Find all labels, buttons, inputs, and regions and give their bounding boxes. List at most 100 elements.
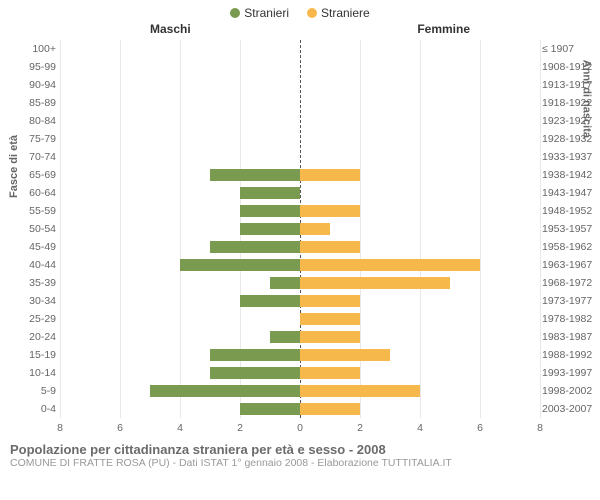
bar-female [300,169,360,181]
age-label: 20-24 [10,331,56,343]
legend-label-female: Straniere [321,6,370,20]
bar-area [60,168,540,182]
bar-area [60,366,540,380]
chart-footer: Popolazione per cittadinanza straniera p… [0,436,600,469]
chart-row: 90-941913-1917 [60,76,540,94]
chart-row: 50-541953-1957 [60,220,540,238]
birth-year-label: 1968-1972 [542,277,598,289]
x-tick-label: 4 [417,422,423,434]
age-label: 50-54 [10,223,56,235]
bar-female [300,205,360,217]
x-tick-label: 6 [477,422,483,434]
chart-row: 45-491958-1962 [60,238,540,256]
bar-area [60,384,540,398]
age-label: 80-84 [10,115,56,127]
legend-label-male: Stranieri [244,6,289,20]
birth-year-label: 1988-1992 [542,349,598,361]
bar-area [60,132,540,146]
bar-area [60,276,540,290]
x-tick-label: 2 [237,422,243,434]
bar-area [60,330,540,344]
bar-area [60,42,540,56]
birth-year-label: 1983-1987 [542,331,598,343]
bar-male [270,331,300,343]
x-axis: 864202468 [60,422,540,436]
chart-row: 95-991908-1912 [60,58,540,76]
birth-year-label: 1963-1967 [542,259,598,271]
footer-title: Popolazione per cittadinanza straniera p… [10,442,590,457]
age-label: 95-99 [10,61,56,73]
x-tick-label: 4 [177,422,183,434]
bar-female [300,241,360,253]
bar-female [300,367,360,379]
bar-female [300,349,390,361]
age-label: 85-89 [10,97,56,109]
header-female: Femmine [417,22,470,36]
chart-row: 40-441963-1967 [60,256,540,274]
birth-year-label: 1978-1982 [542,313,598,325]
y-axis-title-right: Anni di nascita [580,60,592,138]
bar-female [300,385,420,397]
bar-male [240,205,300,217]
chart-row: 85-891918-1922 [60,94,540,112]
x-tick-label: 6 [117,422,123,434]
x-tick-label: 8 [537,422,543,434]
birth-year-label: 1993-1997 [542,367,598,379]
chart-row: 60-641943-1947 [60,184,540,202]
birth-year-label: 1933-1937 [542,151,598,163]
bar-area [60,150,540,164]
bar-male [210,349,300,361]
chart-row: 75-791928-1932 [60,130,540,148]
footer-subtitle: COMUNE DI FRATTE ROSA (PU) - Dati ISTAT … [10,457,590,469]
age-label: 90-94 [10,79,56,91]
age-label: 0-4 [10,403,56,415]
header-male: Maschi [150,22,191,36]
age-label: 45-49 [10,241,56,253]
bar-female [300,403,360,415]
bar-area [60,402,540,416]
age-label: 30-34 [10,295,56,307]
age-label: 5-9 [10,385,56,397]
x-tick-label: 8 [57,422,63,434]
bar-area [60,294,540,308]
chart-row: 0-42003-2007 [60,400,540,418]
chart-row: 55-591948-1952 [60,202,540,220]
bar-area [60,114,540,128]
bar-female [300,259,480,271]
birth-year-label: 1943-1947 [542,187,598,199]
bar-area [60,78,540,92]
age-label: 100+ [10,43,56,55]
birth-year-label: 1938-1942 [542,169,598,181]
birth-year-label: 2003-2007 [542,403,598,415]
bar-area [60,96,540,110]
bar-area [60,348,540,362]
bar-area [60,312,540,326]
bar-male [240,295,300,307]
chart-row: 25-291978-1982 [60,310,540,328]
birth-year-label: 1958-1962 [542,241,598,253]
chart-row: 10-141993-1997 [60,364,540,382]
chart-row: 80-841923-1927 [60,112,540,130]
chart-row: 100+≤ 1907 [60,40,540,58]
bar-female [300,223,330,235]
pyramid-chart: 100+≤ 190795-991908-191290-941913-191785… [60,40,540,418]
bar-male [150,385,300,397]
bar-female [300,331,360,343]
legend-item-female: Straniere [307,6,370,20]
legend: Stranieri Straniere [0,0,600,22]
chart-row: 65-691938-1942 [60,166,540,184]
bar-area [60,204,540,218]
age-label: 40-44 [10,259,56,271]
bar-male [270,277,300,289]
bar-area [60,60,540,74]
age-label: 10-14 [10,367,56,379]
bar-area [60,240,540,254]
x-tick-label: 0 [297,422,303,434]
bar-male [240,187,300,199]
legend-item-male: Stranieri [230,6,289,20]
chart-row: 30-341973-1977 [60,292,540,310]
circle-icon [230,8,240,18]
bar-male [240,403,300,415]
bar-male [210,367,300,379]
chart-row: 35-391968-1972 [60,274,540,292]
